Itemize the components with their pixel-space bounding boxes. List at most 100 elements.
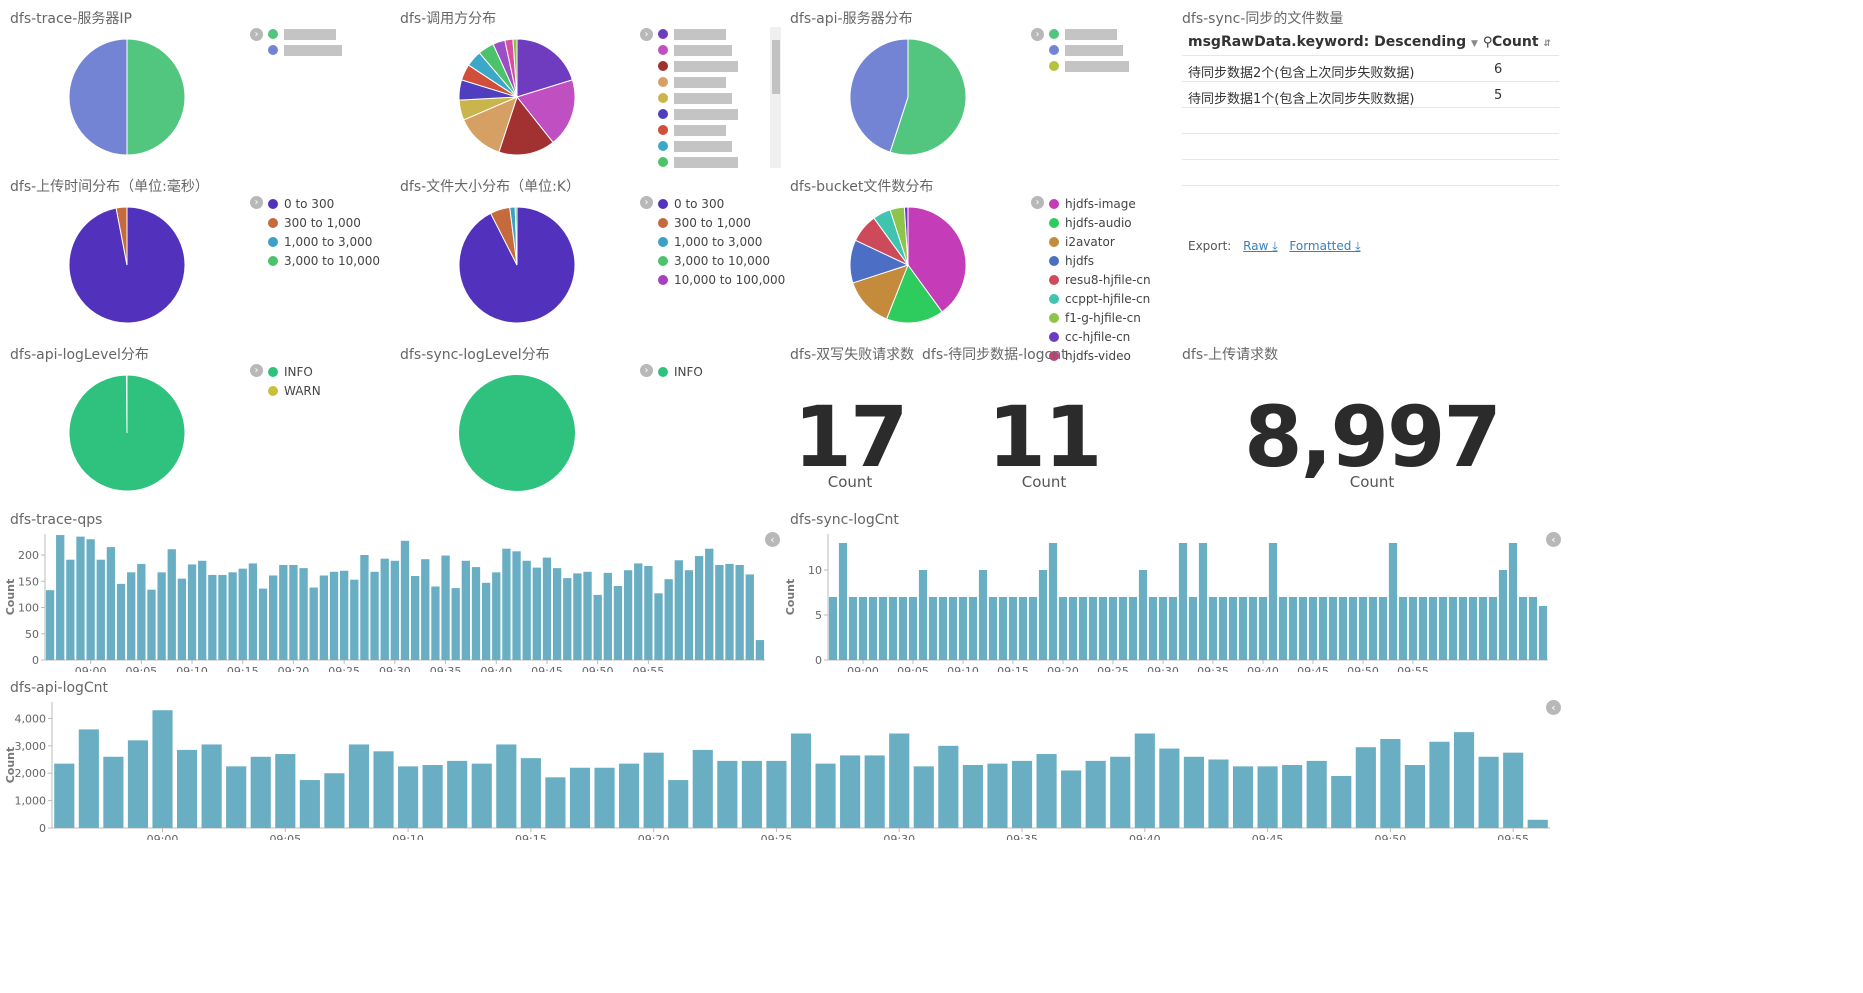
bar[interactable] <box>1378 597 1388 660</box>
legend-item[interactable] <box>658 42 738 58</box>
bar[interactable] <box>103 756 124 828</box>
bar[interactable] <box>441 555 450 660</box>
legend-item[interactable]: 3,000 to 10,000 <box>268 251 380 270</box>
bar[interactable] <box>968 597 978 660</box>
bar[interactable] <box>1278 597 1288 660</box>
table-header-count[interactable]: Count ⇵ <box>1492 34 1551 50</box>
legend-item[interactable] <box>658 58 738 74</box>
bar[interactable] <box>694 556 704 660</box>
sort-desc-icon[interactable]: ▼ <box>1471 39 1478 49</box>
bar[interactable] <box>187 564 197 660</box>
bar[interactable] <box>350 579 359 660</box>
bar[interactable] <box>998 597 1008 660</box>
legend-item[interactable]: cc-hjfile-cn <box>1049 327 1151 346</box>
bar[interactable] <box>137 563 146 660</box>
bar[interactable] <box>471 567 481 660</box>
bar[interactable] <box>339 570 349 660</box>
bar[interactable] <box>664 579 673 660</box>
bar[interactable] <box>1398 597 1408 660</box>
bar[interactable] <box>593 594 602 660</box>
bar[interactable] <box>1183 756 1204 828</box>
bar[interactable] <box>76 536 85 660</box>
bar[interactable] <box>1028 597 1038 660</box>
bar[interactable] <box>299 568 308 660</box>
bar[interactable] <box>1258 597 1268 660</box>
bar[interactable] <box>1238 597 1248 660</box>
bar[interactable] <box>1458 597 1468 660</box>
legend-item[interactable] <box>658 90 738 106</box>
pie-slice[interactable] <box>907 206 967 313</box>
legend-toggle-icon[interactable]: › <box>1031 28 1044 41</box>
legend-item[interactable]: WARN <box>268 381 321 400</box>
bar[interactable] <box>838 543 848 660</box>
bar[interactable] <box>1318 597 1328 660</box>
legend-item[interactable]: 1,000 to 3,000 <box>658 232 785 251</box>
bar[interactable] <box>1528 597 1538 660</box>
bar[interactable] <box>373 751 394 828</box>
legend-item[interactable] <box>658 138 738 154</box>
pie-slice[interactable] <box>512 38 518 98</box>
bar[interactable] <box>309 587 318 660</box>
legend-item[interactable]: hjdfs <box>1049 251 1151 270</box>
legend-item[interactable]: hjdfs-video <box>1049 346 1151 365</box>
legend-item[interactable] <box>1049 58 1129 74</box>
bar[interactable] <box>1257 766 1278 828</box>
bar[interactable] <box>248 563 258 660</box>
legend-collapse-icon[interactable]: ‹ <box>1546 532 1561 547</box>
bar[interactable] <box>1078 597 1088 660</box>
bar[interactable] <box>766 760 787 828</box>
bar[interactable] <box>380 558 389 660</box>
bar[interactable] <box>715 564 724 660</box>
legend-collapse-icon[interactable]: ‹ <box>765 532 780 547</box>
legend-scrollbar[interactable] <box>770 27 781 168</box>
bar[interactable] <box>370 571 379 660</box>
legend-item[interactable]: i2avator <box>1049 232 1151 251</box>
bar[interactable] <box>1380 738 1401 828</box>
bar[interactable] <box>1061 770 1082 828</box>
bar[interactable] <box>741 760 762 828</box>
bar[interactable] <box>1358 597 1368 660</box>
bar[interactable] <box>1188 597 1198 660</box>
legend-toggle-icon[interactable]: › <box>640 364 653 377</box>
legend-item[interactable] <box>658 122 738 138</box>
bar[interactable] <box>988 597 998 660</box>
bar[interactable] <box>643 752 664 828</box>
bar[interactable] <box>1408 597 1418 660</box>
bar[interactable] <box>755 640 765 660</box>
bar[interactable] <box>1008 597 1018 660</box>
bar[interactable] <box>868 597 878 660</box>
bar[interactable] <box>167 549 176 660</box>
bar[interactable] <box>603 572 612 660</box>
bar[interactable] <box>668 780 689 828</box>
pie-slice[interactable] <box>903 206 909 266</box>
bar[interactable] <box>1282 765 1303 828</box>
pie-chart[interactable] <box>848 37 968 157</box>
bar[interactable] <box>1208 759 1229 828</box>
bar[interactable] <box>1118 597 1128 660</box>
legend-item[interactable] <box>658 74 738 90</box>
legend-item[interactable]: 0 to 300 <box>658 194 785 213</box>
bar[interactable] <box>96 559 105 660</box>
pie-slice[interactable] <box>68 38 128 156</box>
pie-slice[interactable] <box>115 206 128 266</box>
legend-item[interactable]: hjdfs-image <box>1049 194 1151 213</box>
bar[interactable] <box>299 780 320 828</box>
bar[interactable] <box>552 568 562 660</box>
bar[interactable] <box>348 744 370 828</box>
bar[interactable] <box>481 582 491 660</box>
bar[interactable] <box>1348 597 1358 660</box>
bar[interactable] <box>878 597 888 660</box>
pie-slice[interactable] <box>849 38 909 153</box>
bar[interactable] <box>594 767 615 828</box>
bar[interactable] <box>1288 597 1298 660</box>
bar[interactable] <box>1138 570 1148 660</box>
bar[interactable] <box>1538 606 1548 660</box>
bar[interactable] <box>634 563 643 660</box>
bar[interactable] <box>864 755 885 828</box>
bar[interactable] <box>1098 597 1108 660</box>
bar[interactable] <box>1498 570 1508 660</box>
bar[interactable] <box>928 597 938 660</box>
legend-item[interactable] <box>1049 42 1129 58</box>
legend-item[interactable] <box>268 42 342 58</box>
bar[interactable] <box>654 593 663 660</box>
